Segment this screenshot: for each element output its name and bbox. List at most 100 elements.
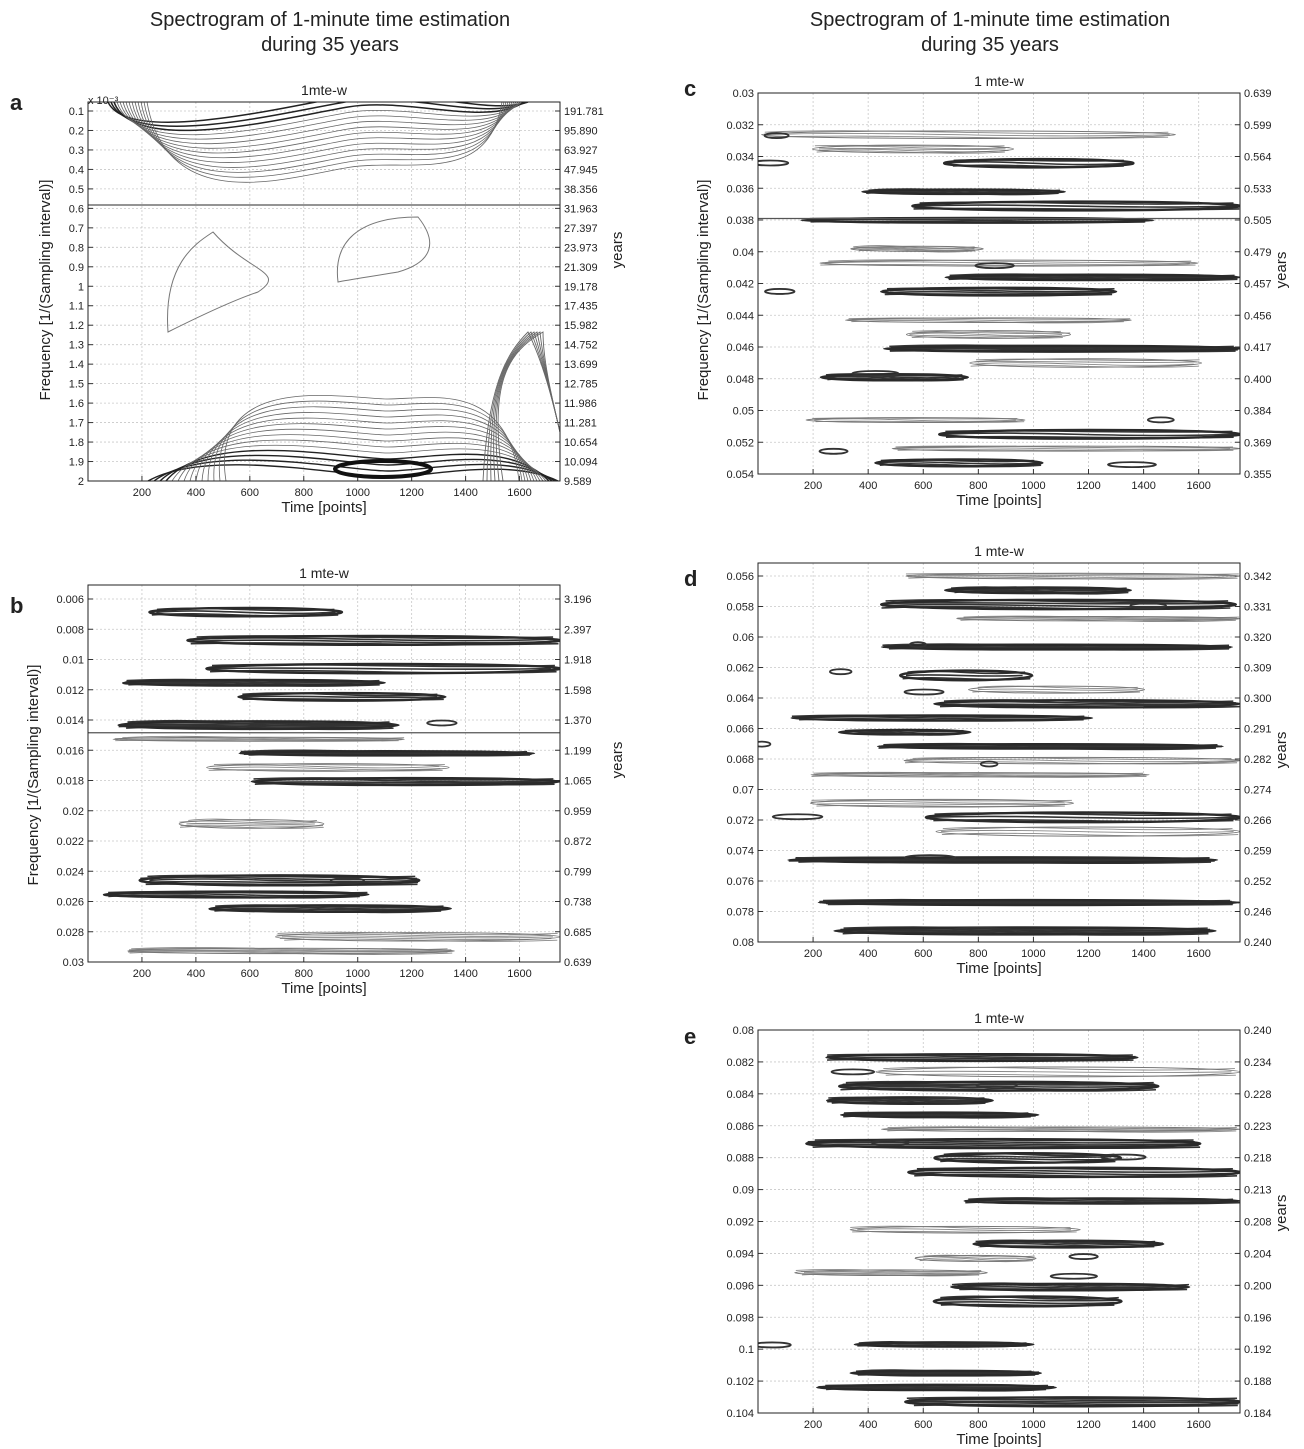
contour-line — [180, 824, 324, 827]
contour-line — [825, 1052, 1139, 1063]
contour-line — [974, 360, 1198, 363]
contour-line — [122, 735, 405, 740]
y2-tick-label: 0.738 — [564, 897, 592, 909]
contour-line — [138, 874, 421, 887]
contour-line — [884, 603, 1229, 608]
y2-tick-label: 21.309 — [564, 262, 598, 274]
contour-line — [208, 904, 452, 914]
x-tick-label: 1600 — [1186, 480, 1210, 492]
x-tick-label: 1400 — [1131, 480, 1155, 492]
contour-line — [933, 1152, 1123, 1164]
contour-line — [117, 720, 400, 731]
y2-axis-label: years — [1273, 1195, 1290, 1232]
contour-line — [140, 102, 507, 173]
x-axis-label: Time [points] — [281, 499, 366, 516]
contour-line — [977, 688, 1138, 691]
contour-line — [121, 678, 386, 687]
y2-tick-label: 15.982 — [564, 320, 598, 332]
x-tick-label: 200 — [804, 480, 822, 492]
x-axis-label: Time [points] — [956, 960, 1041, 977]
y-tick-label: 1.6 — [69, 398, 84, 410]
y2-tick-label: 0.384 — [1244, 406, 1272, 418]
contour-line — [830, 1068, 876, 1076]
x-tick-label: 400 — [859, 1419, 877, 1431]
y-tick-label: 1.9 — [69, 457, 84, 469]
y-tick-label: 0.018 — [56, 776, 84, 788]
x-tick-label: 1000 — [345, 968, 369, 980]
contour-line — [107, 102, 529, 123]
contour-line — [911, 200, 1240, 212]
contour-line — [883, 1066, 1235, 1071]
y2-tick-label: 0.274 — [1244, 785, 1272, 797]
contour-line — [127, 949, 454, 953]
contour-line — [809, 798, 1075, 808]
contour-line — [932, 1295, 1123, 1308]
y2-tick-label: 0.228 — [1244, 1089, 1272, 1101]
contour-line — [1068, 1253, 1099, 1260]
contour-line — [837, 728, 972, 736]
contour-group — [102, 606, 560, 955]
contour-line — [903, 854, 957, 862]
y-tick-label: 0.9 — [69, 262, 84, 274]
plot-frame — [757, 562, 1241, 943]
contour-line — [850, 245, 984, 252]
y-tick-label: 0.014 — [56, 715, 84, 727]
contour-line — [118, 723, 396, 727]
y-axis-label: Frequency [1/(Sampling interval)] — [37, 180, 54, 401]
contour-line — [968, 685, 1146, 694]
x-tick-label: 1200 — [1076, 480, 1100, 492]
contour-line — [922, 1096, 976, 1104]
y2-tick-label: 47.945 — [564, 164, 598, 176]
contour-line — [845, 317, 1132, 323]
y2-tick-label: 1.199 — [564, 745, 592, 757]
y-tick-label: 0.094 — [726, 1248, 754, 1260]
y-tick-label: 0.09 — [733, 1185, 754, 1197]
y-tick-label: 0.088 — [726, 1153, 754, 1165]
contour-line — [877, 460, 1042, 465]
figure-title-left: Spectrogram of 1-minute time estimation … — [149, 9, 511, 56]
contour-line — [818, 447, 849, 455]
contour-line — [905, 572, 1240, 580]
contour-line — [816, 1383, 1057, 1392]
contour-line — [896, 447, 1231, 451]
contour-line — [936, 1298, 1122, 1302]
panel-title: 1 mte-w — [974, 73, 1025, 89]
contour-line — [1100, 1153, 1147, 1161]
y2-tick-label: 63.927 — [564, 145, 598, 157]
contour-line — [851, 370, 900, 377]
y2-tick-label: 0.417 — [1244, 342, 1272, 354]
y-tick-label: 0.3 — [69, 145, 84, 157]
x-tick-label: 400 — [859, 480, 877, 492]
contour-line — [849, 1225, 1081, 1234]
y2-tick-label: 0.266 — [1244, 815, 1272, 827]
y-tick-label: 0.054 — [726, 469, 754, 481]
y2-tick-label: 12.785 — [564, 379, 598, 391]
y-tick-label: 0.078 — [726, 907, 754, 919]
y2-tick-label: 0.213 — [1244, 1185, 1272, 1197]
contour-line — [974, 262, 1015, 269]
contour-line — [186, 634, 560, 647]
y-tick-label: 0.064 — [726, 693, 754, 705]
contour-line — [979, 760, 999, 768]
contour-line — [137, 102, 509, 168]
y2-tick-label: 1.918 — [564, 655, 592, 667]
contour-line — [942, 1157, 1117, 1161]
x-tick-label: 1000 — [1021, 480, 1045, 492]
y2-tick-label: 10.094 — [564, 457, 598, 469]
y-tick-label: 0.04 — [733, 247, 754, 259]
contour-line — [178, 819, 325, 829]
y2-tick-label: 0.282 — [1244, 754, 1272, 766]
x-tick-label: 1400 — [453, 968, 477, 980]
contour-line — [963, 615, 1240, 619]
contour-line — [880, 286, 1118, 297]
contour-line — [975, 362, 1194, 366]
y-tick-label: 0.104 — [726, 1408, 754, 1420]
y2-tick-label: 38.356 — [564, 184, 598, 196]
y2-tick-label: 0.259 — [1244, 846, 1272, 858]
x-tick-label: 1600 — [1186, 1419, 1210, 1431]
y2-tick-label: 27.397 — [564, 223, 598, 235]
y2-tick-label: 0.685 — [564, 927, 592, 939]
contour-line — [819, 147, 1006, 151]
x-tick-label: 200 — [133, 968, 151, 980]
y-tick-label: 1.7 — [69, 418, 84, 430]
